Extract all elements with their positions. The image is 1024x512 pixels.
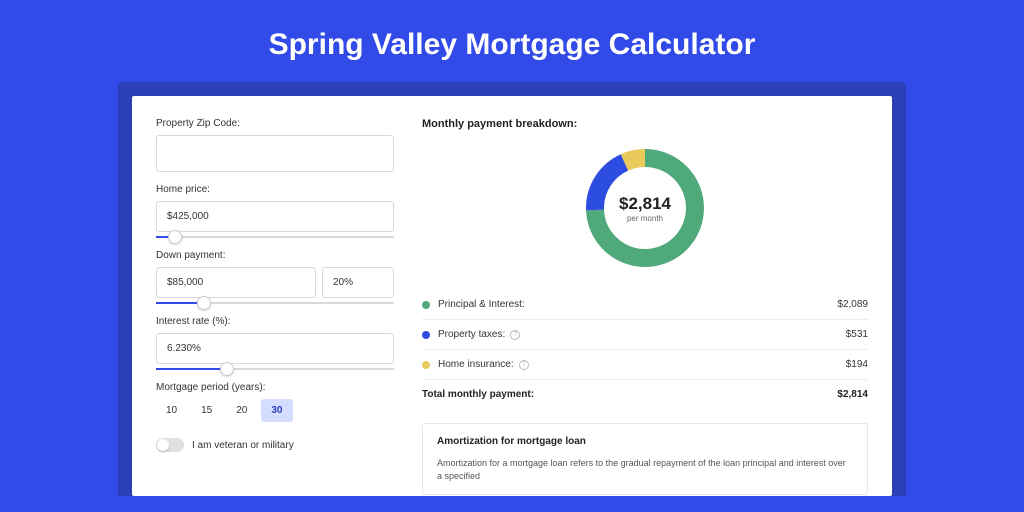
interest-rate-input[interactable] xyxy=(156,333,394,364)
interest-rate-label: Interest rate (%): xyxy=(156,316,394,327)
legend-dot xyxy=(422,331,430,339)
amortization-box: Amortization for mortgage loan Amortizat… xyxy=(422,423,868,495)
period-label: Mortgage period (years): xyxy=(156,382,394,393)
total-value: $2,814 xyxy=(837,389,868,400)
breakdown-column: Monthly payment breakdown: $2,814 per mo… xyxy=(422,118,868,496)
amortization-text: Amortization for a mortgage loan refers … xyxy=(437,457,853,482)
card-frame: Property Zip Code: Home price: Down paym… xyxy=(118,82,906,496)
total-row: Total monthly payment: $2,814 xyxy=(422,379,868,409)
donut-amount: $2,814 xyxy=(619,194,671,214)
zip-label: Property Zip Code: xyxy=(156,118,394,129)
legend-dot xyxy=(422,361,430,369)
legend-label: Home insurance:? xyxy=(438,359,846,370)
period-option-15[interactable]: 15 xyxy=(191,399,222,422)
period-option-30[interactable]: 30 xyxy=(261,399,292,422)
donut-sub: per month xyxy=(627,214,663,223)
home-price-slider[interactable] xyxy=(156,236,394,238)
legend-value: $194 xyxy=(846,359,868,370)
breakdown-legend: Principal & Interest:$2,089Property taxe… xyxy=(422,290,868,379)
amortization-title: Amortization for mortgage loan xyxy=(437,436,853,447)
info-icon[interactable]: ? xyxy=(519,360,529,370)
period-options: 10152030 xyxy=(156,399,394,422)
period-option-10[interactable]: 10 xyxy=(156,399,187,422)
veteran-toggle[interactable] xyxy=(156,438,184,452)
home-price-input[interactable] xyxy=(156,201,394,232)
legend-row: Home insurance:?$194 xyxy=(422,349,868,379)
breakdown-title: Monthly payment breakdown: xyxy=(422,118,868,130)
legend-row: Principal & Interest:$2,089 xyxy=(422,290,868,319)
interest-rate-slider[interactable] xyxy=(156,368,394,370)
veteran-label: I am veteran or military xyxy=(192,440,294,451)
down-payment-amount-input[interactable] xyxy=(156,267,316,298)
down-payment-slider[interactable] xyxy=(156,302,394,304)
page-title: Spring Valley Mortgage Calculator xyxy=(0,0,1024,82)
down-payment-percent-input[interactable] xyxy=(322,267,394,298)
legend-label: Property taxes:? xyxy=(438,329,846,340)
inputs-column: Property Zip Code: Home price: Down paym… xyxy=(156,118,394,496)
legend-label: Principal & Interest: xyxy=(438,299,837,310)
down-payment-label: Down payment: xyxy=(156,250,394,261)
legend-dot xyxy=(422,301,430,309)
legend-row: Property taxes:?$531 xyxy=(422,319,868,349)
legend-value: $531 xyxy=(846,329,868,340)
legend-value: $2,089 xyxy=(837,299,868,310)
home-price-label: Home price: xyxy=(156,184,394,195)
payment-donut-chart: $2,814 per month xyxy=(581,144,709,272)
total-label: Total monthly payment: xyxy=(422,389,837,400)
period-option-20[interactable]: 20 xyxy=(226,399,257,422)
calculator-card: Property Zip Code: Home price: Down paym… xyxy=(132,96,892,496)
zip-input[interactable] xyxy=(156,135,394,172)
info-icon[interactable]: ? xyxy=(510,330,520,340)
